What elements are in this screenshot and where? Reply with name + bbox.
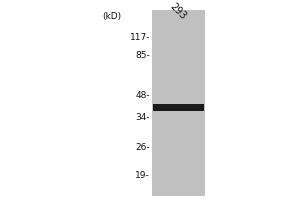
Bar bbox=[153, 104, 204, 110]
Text: (kD): (kD) bbox=[102, 12, 122, 21]
Text: 34-: 34- bbox=[135, 114, 150, 122]
Text: 19-: 19- bbox=[135, 171, 150, 180]
Bar bbox=[152, 10, 205, 196]
Text: 48-: 48- bbox=[135, 90, 150, 99]
Text: 117-: 117- bbox=[130, 33, 150, 43]
Text: 26-: 26- bbox=[135, 144, 150, 152]
Text: 293: 293 bbox=[168, 1, 188, 21]
Text: 85-: 85- bbox=[135, 50, 150, 60]
